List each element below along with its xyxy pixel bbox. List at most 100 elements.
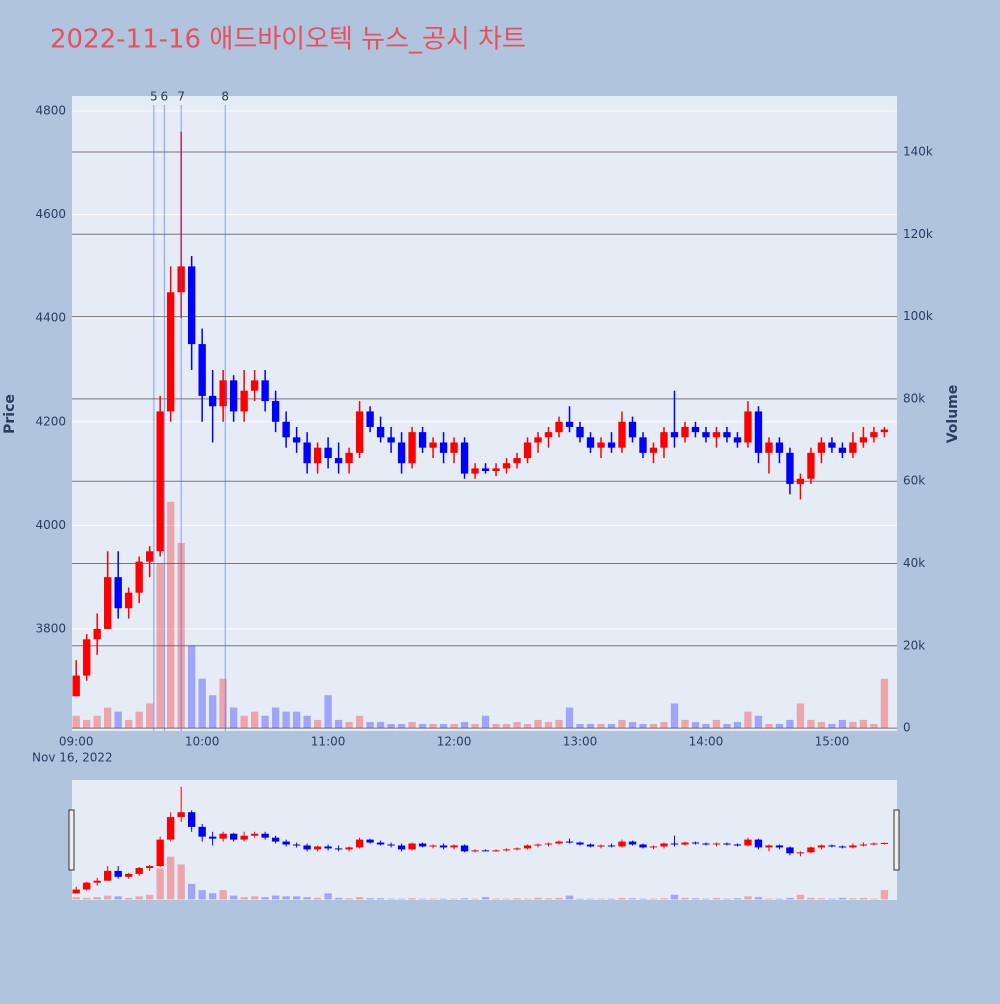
volume-bar: [576, 724, 584, 729]
slider-candle-body: [145, 866, 154, 868]
volume-bar: [366, 721, 374, 729]
x-tick-label: 09:00: [59, 735, 94, 749]
volume-bar: [104, 707, 112, 729]
volume-bar: [460, 721, 469, 729]
volume-bar: [807, 719, 815, 729]
slider-volume-bar: [471, 898, 479, 900]
slider-volume-bar: [492, 898, 500, 900]
slider-volume-bar: [660, 898, 668, 900]
volume-bar: [492, 724, 500, 729]
slider-candle-body: [712, 843, 721, 845]
range-slider[interactable]: [72, 780, 897, 900]
volume-bar: [313, 719, 322, 729]
candle-body: [334, 458, 343, 464]
candle-body: [786, 452, 794, 484]
volume-bar: [324, 695, 332, 729]
candle-body: [261, 380, 269, 402]
volume-bar: [607, 724, 616, 729]
slider-volume-bar: [303, 897, 311, 900]
slider-candle-body: [177, 812, 185, 818]
candle-body: [439, 442, 448, 453]
slider-candle-body: [618, 841, 626, 847]
candle-body: [817, 442, 826, 453]
slider-candle-body: [796, 852, 805, 854]
y2-axis-title: Volume: [945, 385, 961, 444]
slider-volume-bar: [796, 894, 805, 900]
candle-body: [712, 432, 721, 438]
slider-candle-body: [628, 841, 637, 845]
slider-candle-body: [282, 841, 290, 845]
slider-candle-body: [723, 843, 731, 845]
x-tick-label: 14:00: [689, 735, 724, 749]
slider-candle-body: [691, 842, 700, 844]
volume-bar: [555, 719, 563, 729]
slider-volume-bar: [450, 898, 458, 900]
slider-volume-bar: [723, 898, 731, 900]
volume-bar: [838, 719, 847, 729]
volume-bar: [334, 719, 343, 729]
volume-bar: [439, 724, 448, 729]
y-tick-label: 4000: [35, 518, 66, 532]
volume-bar: [387, 724, 395, 729]
slider-candle-body: [471, 850, 479, 852]
candle-body: [880, 429, 889, 433]
slider-candle-body: [586, 844, 595, 847]
slider-volume-bar: [880, 890, 889, 900]
candle-body: [240, 390, 248, 412]
slider-volume-bar: [324, 893, 332, 900]
candle-body: [586, 437, 595, 448]
slider-candle-body: [187, 812, 196, 827]
slider-volume-bar: [849, 898, 857, 900]
volume-bar: [83, 719, 91, 729]
volume-bar: [418, 724, 427, 729]
candle-body: [492, 468, 500, 471]
volume-bar: [723, 724, 731, 729]
slider-volume-bar: [145, 894, 154, 900]
x-tick-label: 15:00: [815, 735, 850, 749]
volume-bar: [702, 724, 710, 729]
y2-tick-label: 0: [903, 721, 911, 735]
slider-candle-body: [376, 842, 385, 845]
slider-volume-bar: [607, 898, 616, 900]
slider-volume-bar: [807, 897, 815, 900]
slider-volume-bar: [83, 897, 91, 900]
candle-body: [376, 426, 385, 438]
candle-body: [83, 639, 91, 676]
slider-volume-bar: [744, 896, 752, 900]
slider-volume-bar: [523, 898, 532, 900]
candle-body: [125, 592, 133, 609]
slider-candle-body: [72, 889, 80, 894]
y2-tick-label: 40k: [903, 556, 925, 570]
x-tick-label: 12:00: [437, 735, 472, 749]
candle-body: [429, 442, 437, 448]
slider-handle[interactable]: [68, 809, 75, 871]
slider-volume-bar: [250, 896, 259, 900]
candle-body: [681, 426, 689, 438]
volume-bar: [261, 715, 269, 729]
slider-candle-body: [807, 847, 815, 853]
slider-candle-body: [660, 843, 668, 847]
slider-candle-body: [460, 845, 469, 852]
candle-body: [628, 421, 637, 438]
slider-handle[interactable]: [893, 809, 900, 871]
volume-bar: [198, 678, 206, 729]
volume-bar: [786, 719, 794, 729]
slider-volume-bar: [597, 898, 605, 900]
candle-body: [324, 447, 332, 459]
volume-bar: [597, 724, 605, 729]
slider-candle-body: [104, 870, 112, 881]
slider-candle-body: [513, 848, 521, 850]
slider-volume-bar: [397, 898, 406, 900]
slider-candle-body: [387, 844, 395, 846]
slider-volume-bar: [576, 898, 584, 900]
candle-body: [397, 442, 406, 464]
slider-volume-bar: [817, 898, 826, 900]
slider-candle-body: [166, 817, 175, 840]
volume-bar: [376, 721, 385, 729]
candle-body: [502, 463, 511, 469]
candle-body: [355, 411, 364, 453]
x-tick-label: 10:00: [185, 735, 220, 749]
slider-candle-body: [481, 850, 490, 852]
slider-volume-bar: [828, 898, 836, 900]
